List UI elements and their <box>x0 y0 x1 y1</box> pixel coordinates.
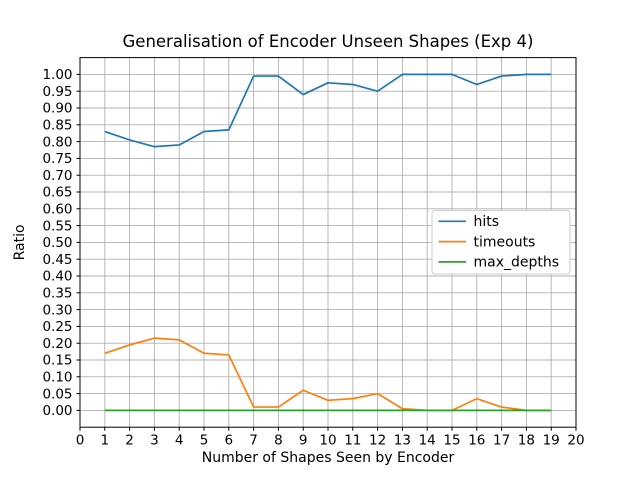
y-tick-label: 0.60 <box>42 202 72 218</box>
x-tick-label: 1 <box>101 433 110 449</box>
y-tick-label: 0.85 <box>42 118 72 134</box>
x-tick-label: 8 <box>274 433 283 449</box>
y-tick-label: 0.30 <box>42 302 72 318</box>
series-lines <box>104 73 552 412</box>
x-tick-label: 4 <box>175 433 184 449</box>
y-tick-label: 0.25 <box>42 319 72 335</box>
gridlines <box>79 57 577 428</box>
y-tick-label: 0.35 <box>42 286 72 302</box>
x-tick-label: 17 <box>493 433 510 449</box>
x-tick-label: 13 <box>394 433 411 449</box>
x-tick-label: 18 <box>518 433 535 449</box>
x-tick-label: 10 <box>319 433 336 449</box>
x-tick-label: 16 <box>468 433 485 449</box>
x-tick-label: 12 <box>369 433 386 449</box>
series-line-timeouts <box>104 337 552 412</box>
x-tick-label: 14 <box>419 433 436 449</box>
x-tick-label: 11 <box>344 433 361 449</box>
y-tick-label: 0.90 <box>42 101 72 117</box>
x-tick-label: 0 <box>76 433 85 449</box>
axis-ticks: 0 1 2 3 4 5 6 7 8 9 10 11 12 13 14 15 16 17 18 19 200.000.05… <box>42 67 584 448</box>
y-axis-label: Ratio <box>12 224 28 260</box>
x-tick-label: 19 <box>543 433 560 449</box>
y-tick-label: 0.75 <box>42 151 72 167</box>
legend-box <box>431 210 571 275</box>
y-tick-label: 0.40 <box>42 269 72 285</box>
y-tick-label: 0.15 <box>42 353 72 369</box>
x-tick-label: 3 <box>150 433 159 449</box>
x-tick-label: 6 <box>225 433 234 449</box>
y-tick-label: 0.00 <box>42 403 72 419</box>
legend-label-hits: hits <box>474 214 500 230</box>
x-tick-label: 5 <box>200 433 209 449</box>
legend-label-timeouts: timeouts <box>474 234 536 250</box>
y-tick-label: 0.55 <box>42 218 72 234</box>
y-tick-label: 0.05 <box>42 386 72 402</box>
y-tick-label: 0.45 <box>42 252 72 268</box>
x-axis-label: Number of Shapes Seen by Encoder <box>202 450 455 466</box>
x-tick-label: 7 <box>249 433 258 449</box>
chart-title: Generalisation of Encoder Unseen Shapes … <box>123 32 534 51</box>
y-tick-label: 0.70 <box>42 168 72 184</box>
legend-label-max_depths: max_depths <box>474 255 560 271</box>
y-tick-label: 0.10 <box>42 370 72 386</box>
x-tick-label: 20 <box>567 433 584 449</box>
y-tick-label: 0.95 <box>42 84 72 100</box>
y-tick-label: 0.80 <box>42 134 72 150</box>
y-tick-label: 1.00 <box>42 67 72 83</box>
y-tick-label: 0.65 <box>42 185 72 201</box>
y-tick-label: 0.20 <box>42 336 72 352</box>
series-line-hits <box>104 73 552 148</box>
x-tick-label: 2 <box>125 433 134 449</box>
legend: hits timeouts max_depths <box>431 210 571 275</box>
y-tick-label: 0.50 <box>42 235 72 251</box>
x-tick-label: 15 <box>443 433 460 449</box>
x-tick-label: 9 <box>299 433 308 449</box>
